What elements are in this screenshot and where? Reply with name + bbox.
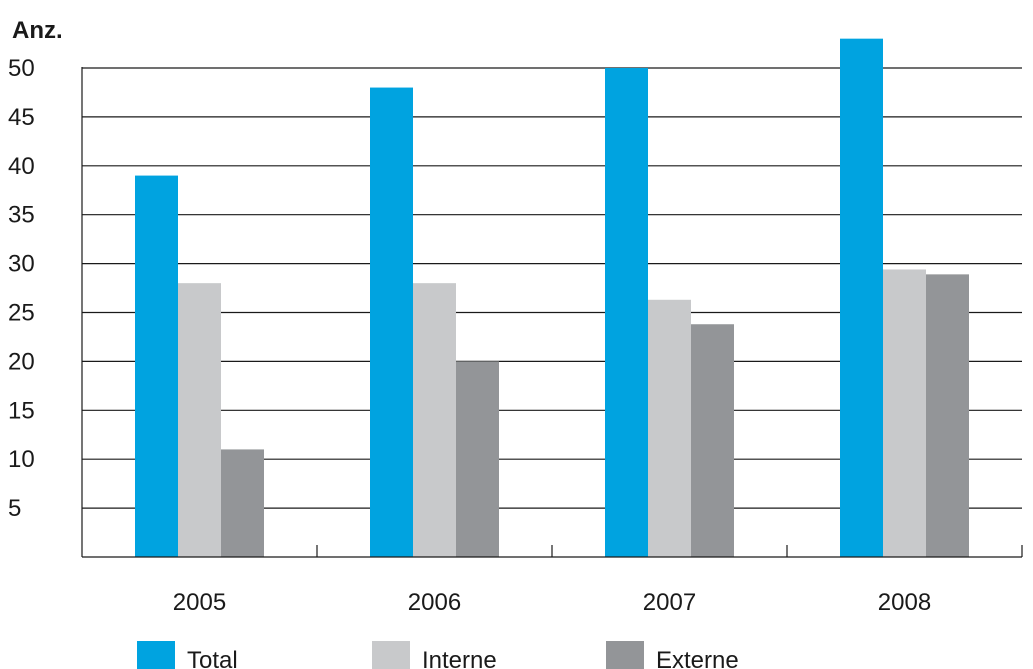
y-tick-label: 40 (8, 153, 35, 180)
legend-label-externe: Externe (656, 647, 739, 669)
bar-interne-2007 (648, 299, 691, 557)
bar-interne-2005 (178, 283, 221, 557)
bar-interne-2008 (883, 269, 926, 557)
y-tick-label: 15 (8, 397, 35, 424)
bar-interne-2006 (413, 283, 456, 557)
bar-total-2007 (605, 68, 648, 557)
x-category-label: 2005 (173, 589, 226, 616)
x-category-label: 2007 (643, 589, 696, 616)
legend-swatch-interne (372, 641, 410, 669)
bar-externe-2008 (926, 274, 969, 557)
bars (135, 38, 969, 558)
x-category-label: 2008 (878, 589, 931, 616)
bar-total-2008 (840, 38, 883, 558)
bar-externe-2006 (456, 361, 499, 557)
axes (81, 67, 1023, 558)
legend: Total Interne Externe (137, 641, 739, 669)
legend-label-interne: Interne (422, 647, 497, 669)
y-tick-label: 25 (8, 300, 35, 327)
y-tick-label: 20 (8, 348, 35, 375)
y-tick-label: 35 (8, 202, 35, 229)
legend-label-total: Total (187, 647, 238, 669)
bar-externe-2007 (691, 324, 734, 557)
legend-swatch-total (137, 641, 175, 669)
y-tick-label: 50 (8, 55, 35, 82)
legend-swatch-externe (606, 641, 644, 669)
y-tick-labels: 5 10 15 20 25 30 35 40 45 50 (8, 55, 35, 522)
y-tick-label: 10 (8, 446, 35, 473)
x-category-label: 2006 (408, 589, 461, 616)
bar-externe-2005 (221, 449, 264, 557)
y-tick-label: 30 (8, 251, 35, 278)
bar-total-2005 (135, 175, 178, 557)
y-axis-unit-label: Anz. (12, 17, 63, 44)
x-category-labels: 2005 2006 2007 2008 (173, 589, 931, 616)
bar-total-2006 (370, 87, 413, 557)
y-tick-label: 5 (8, 495, 21, 522)
y-tick-label: 45 (8, 104, 35, 131)
